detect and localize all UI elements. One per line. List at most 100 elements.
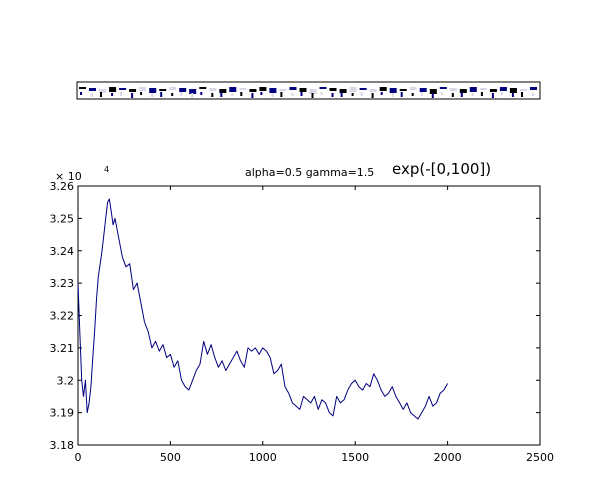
filter-cell-mark bbox=[459, 89, 467, 93]
series-line bbox=[77, 198, 449, 420]
filter-cell-mark bbox=[320, 92, 323, 95]
filter-cell-mark bbox=[311, 93, 314, 98]
filter-strip-cells bbox=[79, 87, 537, 98]
filter-cell-mark bbox=[340, 92, 343, 97]
filter-cell-mark bbox=[289, 87, 297, 90]
filter-cell-mark bbox=[509, 88, 517, 93]
filter-cell-mark bbox=[231, 93, 234, 96]
filter-cell-mark bbox=[171, 93, 174, 96]
filter-cell-mark bbox=[189, 89, 197, 94]
parameter-annotation: alpha=0.5 gamma=1.5 bbox=[245, 166, 374, 179]
filter-cell-mark bbox=[521, 92, 523, 97]
filter-cell-mark bbox=[131, 93, 134, 98]
y-tick-label: 3.23 bbox=[50, 277, 75, 290]
y-exponent-power: 4 bbox=[104, 165, 109, 174]
filter-cell-mark bbox=[129, 89, 137, 92]
filter-cell-mark bbox=[251, 93, 254, 98]
x-tick-label: 1500 bbox=[341, 451, 369, 464]
filter-cell-mark bbox=[331, 93, 334, 97]
filter-cell-mark bbox=[371, 93, 374, 98]
y-tick-label: 3.26 bbox=[50, 180, 75, 193]
y-tick-label: 3.2 bbox=[57, 374, 75, 387]
filter-cell-mark bbox=[80, 92, 82, 95]
filter-cell-mark bbox=[219, 89, 227, 93]
filter-cell-mark bbox=[479, 88, 487, 90]
filter-cell-mark bbox=[269, 88, 277, 93]
filter-cell-mark bbox=[500, 92, 503, 95]
data-layer bbox=[77, 198, 449, 420]
filter-cell-mark bbox=[449, 88, 457, 91]
filter-cell-mark bbox=[440, 92, 443, 95]
filter-cell-mark bbox=[179, 88, 187, 92]
plot-axes bbox=[77, 185, 541, 446]
filter-cell-mark bbox=[120, 92, 123, 96]
filter-cell-mark bbox=[471, 93, 474, 96]
filter-cell-mark bbox=[249, 89, 257, 92]
filter-cell-mark bbox=[379, 87, 387, 91]
filter-cell-mark bbox=[489, 89, 497, 92]
filter-cell-mark bbox=[259, 87, 267, 91]
filter-cell-mark bbox=[359, 88, 367, 90]
filter-cell-mark bbox=[280, 92, 283, 97]
filter-cell-mark bbox=[79, 87, 86, 89]
filter-cell-mark bbox=[439, 87, 447, 89]
filter-cell-mark bbox=[451, 93, 454, 97]
filter-cell-mark bbox=[460, 92, 463, 97]
filter-cell-mark bbox=[391, 93, 394, 97]
x-tick-label: 500 bbox=[160, 451, 181, 464]
filter-cell-mark bbox=[99, 89, 106, 93]
filter-cell-mark bbox=[409, 87, 417, 90]
filter-cell-mark bbox=[180, 92, 183, 96]
filter-cell-mark bbox=[420, 92, 423, 96]
filter-cell-mark bbox=[260, 92, 263, 95]
filter-cell-mark bbox=[239, 88, 247, 90]
filter-cell-mark bbox=[119, 88, 127, 90]
y-tick-label: 3.25 bbox=[50, 212, 75, 225]
filter-cell-mark bbox=[159, 89, 167, 91]
filter-cell-mark bbox=[399, 89, 407, 91]
filter-cell-mark bbox=[480, 92, 483, 96]
filter-cell-mark bbox=[469, 87, 477, 92]
filter-cell-mark bbox=[89, 88, 96, 91]
filter-cell-mark bbox=[520, 89, 527, 91]
filter-cell-mark bbox=[100, 92, 102, 97]
filter-cell-mark bbox=[160, 92, 163, 97]
filter-cell-mark bbox=[389, 88, 397, 93]
filter-cell-mark bbox=[499, 87, 507, 91]
filter-cell-mark bbox=[511, 93, 514, 97]
filter-cell-mark bbox=[319, 87, 327, 89]
axis-ticks: 0 500 1000 1500 2000 2500 3.18 3.19 3.2 3.21 3.22 3… bbox=[50, 180, 555, 464]
filter-cell-mark bbox=[300, 92, 303, 96]
filter-cell-mark bbox=[229, 87, 237, 92]
filter-cell-mark bbox=[199, 87, 207, 89]
x-tick-label: 0 bbox=[75, 451, 82, 464]
filter-strip bbox=[76, 81, 541, 100]
filter-cell-mark bbox=[419, 88, 427, 92]
x-tick-label: 1000 bbox=[249, 451, 277, 464]
filter-cell-mark bbox=[429, 89, 437, 94]
y-tick-label: 3.19 bbox=[50, 407, 75, 420]
filter-cell-mark bbox=[309, 89, 317, 94]
y-exponent-base: × 10 bbox=[55, 170, 82, 183]
filter-cell-mark bbox=[291, 93, 294, 96]
filter-cell-mark bbox=[299, 88, 307, 92]
y-tick-label: 3.21 bbox=[50, 342, 75, 355]
filter-cell-mark bbox=[139, 87, 147, 91]
filter-cell-mark bbox=[111, 93, 114, 96]
filter-cell-mark bbox=[91, 93, 93, 97]
filter-cell-mark bbox=[532, 93, 534, 96]
filter-cell-mark bbox=[169, 87, 177, 90]
filter-cell-mark bbox=[279, 89, 287, 91]
filter-cell-mark bbox=[380, 92, 383, 95]
filter-cell-mark bbox=[109, 87, 117, 92]
y-tick-label: 3.18 bbox=[50, 439, 75, 452]
filter-cell-mark bbox=[271, 93, 274, 97]
y-tick-label: 3.22 bbox=[50, 310, 75, 323]
filter-cell-mark bbox=[220, 92, 223, 97]
x-tick-label: 2500 bbox=[526, 451, 554, 464]
filter-cell-mark bbox=[151, 93, 154, 97]
plot-area bbox=[77, 185, 541, 446]
filter-cell-mark bbox=[369, 89, 377, 92]
filter-cell-mark bbox=[140, 92, 143, 95]
